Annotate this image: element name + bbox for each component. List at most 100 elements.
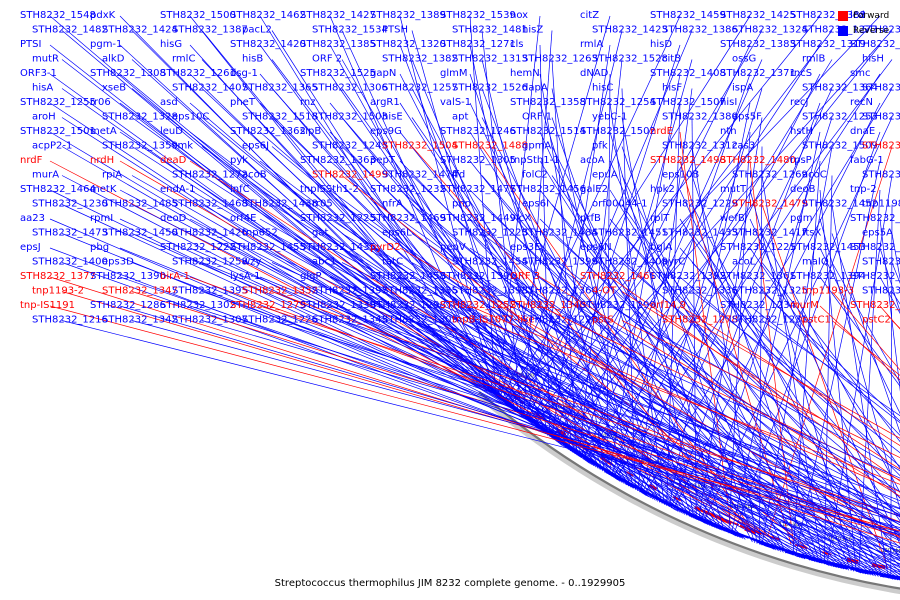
gene-label: STH8232_1263	[522, 54, 598, 65]
gene-label: tnp-IS1191	[20, 300, 75, 311]
gene-label: STH8232_1305	[440, 155, 516, 166]
gene-label: smc	[850, 68, 870, 79]
gene-label: galE2	[580, 184, 608, 195]
leader-line	[341, 262, 900, 542]
gene-label: infC	[230, 184, 250, 195]
leader-line	[131, 291, 900, 533]
gene-label: STH8232_1254	[580, 97, 656, 108]
leader-line	[271, 320, 900, 517]
leader-line	[858, 189, 881, 573]
gene-label: STH8232_1234	[720, 300, 796, 311]
leader-line	[189, 247, 900, 562]
gene-label: rnz	[300, 97, 316, 108]
leader-line	[259, 247, 900, 558]
gene-label: recN	[850, 97, 873, 108]
gene-label: metA	[90, 126, 117, 137]
leader-line	[539, 305, 900, 481]
leader-line	[555, 44, 751, 442]
gene-label: acoC	[802, 170, 827, 181]
gene-label: STH8232_1231	[732, 315, 808, 326]
gene-label: STH8232_1498	[650, 155, 726, 166]
gene-label: hisD	[650, 39, 672, 50]
leader-line	[679, 247, 900, 499]
leader-line	[559, 44, 881, 445]
leader-line	[399, 44, 547, 435]
leader-line	[606, 73, 611, 474]
leader-line	[329, 15, 493, 393]
gene-label: asd	[160, 97, 178, 108]
gene-label: STH8232_1407	[172, 83, 248, 94]
gene-arrow	[718, 516, 732, 525]
gene-label: STH8232_1302	[160, 300, 236, 311]
leader-line	[131, 233, 900, 573]
genome-caption: Streptococcus thermophilus JIM 8232 comp…	[274, 578, 626, 589]
gene-label: cas3	[732, 141, 755, 152]
gene-label: argR1	[370, 97, 400, 108]
leader-line	[819, 189, 857, 572]
leader-line-group	[49, 15, 900, 581]
gene-label: rpmI	[90, 213, 113, 224]
gene-label: STH8232_1534	[312, 25, 388, 36]
leader-line	[749, 276, 900, 436]
gene-label: STH8232_1361	[720, 271, 796, 282]
gene-label: aroH	[32, 112, 56, 123]
gene-label: STH8232_1358	[510, 97, 586, 108]
gene-label: pacL2	[242, 25, 272, 36]
leader-line	[49, 247, 900, 567]
gene-label: hisH	[862, 54, 884, 65]
gene-label: STH8232_1468	[172, 199, 248, 210]
gene-label: STH8232_1518	[242, 112, 318, 123]
gene-label: hisE	[382, 112, 403, 123]
legend-reverse: Reverse	[838, 23, 889, 38]
leader-line	[481, 88, 632, 488]
gene-label: STH8232_1438	[242, 199, 318, 210]
leader-line	[49, 44, 536, 427]
gene-label: yebC-1	[592, 112, 627, 123]
gene-label: STH8232_1507	[650, 97, 726, 108]
leader-line	[49, 73, 590, 464]
gene-label: cls	[510, 39, 524, 50]
gene-label: STH8232_1252	[440, 300, 516, 311]
gene-label: tnp-2	[850, 184, 877, 195]
gene-label: pepV	[440, 242, 466, 253]
leader-line	[551, 262, 900, 514]
gene-label: pstS	[592, 315, 614, 326]
gene-label: abc1	[312, 257, 336, 268]
leader-line	[539, 44, 551, 437]
gene-label: wzy	[242, 257, 261, 268]
leader-line	[795, 160, 881, 557]
gene-label: STH8232_1548	[20, 10, 96, 21]
gene-label: eps5F	[732, 112, 762, 123]
gene-label: STH8232_1497	[862, 141, 900, 152]
gene-label: PTSH	[382, 25, 408, 36]
gene-label: hpk2	[650, 184, 675, 195]
gene-label: nrdE	[650, 126, 673, 137]
gene-label: orf14.9	[650, 300, 686, 311]
gene-label: apt	[452, 112, 468, 123]
gene-label: STH8232_1525	[300, 68, 376, 79]
gene-label: epsJ	[20, 242, 41, 253]
gene-label: STH8232_1340	[510, 300, 586, 311]
gene-label: STH8232_1354	[850, 271, 900, 282]
gene-label: STH8232_1271	[440, 39, 516, 50]
gene-label: tnp1193-2	[32, 286, 84, 297]
gene-label: STH8232_1502	[580, 126, 656, 137]
gene-label: deoD	[160, 213, 187, 224]
gene-label: STH8232_1308	[90, 68, 166, 79]
leader-line	[189, 131, 711, 526]
gene-label: rmlB	[802, 54, 825, 65]
gene-label: STH8232_1409	[592, 257, 668, 268]
gene-label: STH8232_1246	[440, 126, 516, 137]
leader-line	[749, 305, 900, 424]
gene-label: STH8232_1388	[790, 10, 866, 21]
gene-label: pstC1	[802, 315, 831, 326]
gene-label: STH8232_1320	[370, 39, 446, 50]
gene-label: pheT	[230, 97, 256, 108]
gene-label: STH8232_1457	[862, 257, 900, 268]
gene-label: STH8232_1427	[300, 10, 376, 21]
leader-line	[329, 218, 900, 580]
gene-label: STH8232_1335	[382, 286, 458, 297]
gene-label: STH8232_1504	[382, 141, 458, 152]
leader-line	[691, 233, 900, 522]
